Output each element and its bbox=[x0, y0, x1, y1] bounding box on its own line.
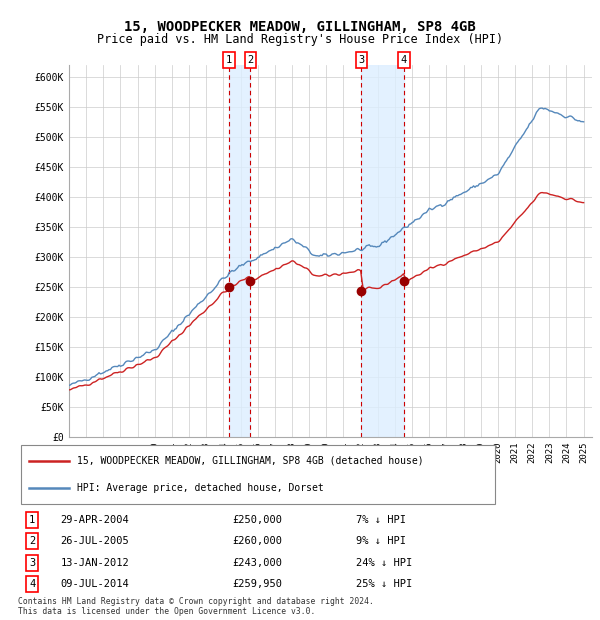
Text: 15, WOODPECKER MEADOW, GILLINGHAM, SP8 4GB: 15, WOODPECKER MEADOW, GILLINGHAM, SP8 4… bbox=[124, 20, 476, 34]
Text: 24% ↓ HPI: 24% ↓ HPI bbox=[356, 558, 413, 568]
Text: 3: 3 bbox=[358, 55, 364, 65]
Text: 29-APR-2004: 29-APR-2004 bbox=[60, 515, 129, 525]
Text: This data is licensed under the Open Government Licence v3.0.: This data is licensed under the Open Gov… bbox=[18, 607, 316, 616]
Text: 25% ↓ HPI: 25% ↓ HPI bbox=[356, 580, 413, 590]
Text: £259,950: £259,950 bbox=[232, 580, 283, 590]
Text: £250,000: £250,000 bbox=[232, 515, 283, 525]
Text: 13-JAN-2012: 13-JAN-2012 bbox=[60, 558, 129, 568]
Text: 09-JUL-2014: 09-JUL-2014 bbox=[60, 580, 129, 590]
Text: 15, WOODPECKER MEADOW, GILLINGHAM, SP8 4GB (detached house): 15, WOODPECKER MEADOW, GILLINGHAM, SP8 4… bbox=[77, 456, 424, 466]
Text: HPI: Average price, detached house, Dorset: HPI: Average price, detached house, Dors… bbox=[77, 483, 324, 493]
Text: 2: 2 bbox=[247, 55, 253, 65]
Text: 4: 4 bbox=[401, 55, 407, 65]
Text: 9% ↓ HPI: 9% ↓ HPI bbox=[356, 536, 406, 546]
FancyBboxPatch shape bbox=[21, 445, 494, 504]
Text: 1: 1 bbox=[29, 515, 35, 525]
Text: 26-JUL-2005: 26-JUL-2005 bbox=[60, 536, 129, 546]
Text: Price paid vs. HM Land Registry's House Price Index (HPI): Price paid vs. HM Land Registry's House … bbox=[97, 33, 503, 46]
Bar bbox=[361, 65, 404, 437]
Text: Contains HM Land Registry data © Crown copyright and database right 2024.: Contains HM Land Registry data © Crown c… bbox=[18, 597, 374, 606]
Text: 7% ↓ HPI: 7% ↓ HPI bbox=[356, 515, 406, 525]
Bar bbox=[229, 65, 250, 437]
Text: 4: 4 bbox=[29, 580, 35, 590]
Text: £243,000: £243,000 bbox=[232, 558, 283, 568]
Text: 3: 3 bbox=[29, 558, 35, 568]
Text: 1: 1 bbox=[226, 55, 232, 65]
Text: 2: 2 bbox=[29, 536, 35, 546]
Text: £260,000: £260,000 bbox=[232, 536, 283, 546]
